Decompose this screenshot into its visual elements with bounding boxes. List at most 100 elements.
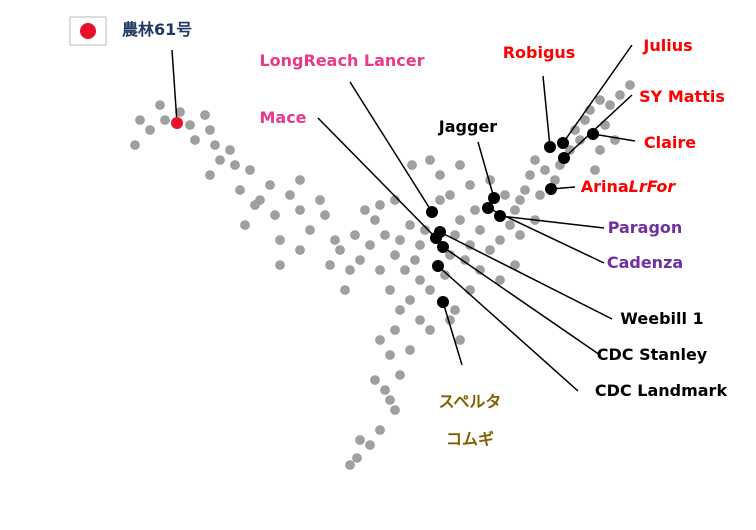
variety-point (370, 215, 380, 225)
variety-point (415, 275, 425, 285)
variety-label: LongReach Lancer (259, 51, 424, 70)
variety-label: Paragon (608, 218, 683, 237)
variety-point (405, 220, 415, 230)
variety-point (375, 265, 385, 275)
variety-point (390, 325, 400, 335)
leader-line (592, 133, 636, 142)
variety-label: Cadenza (607, 253, 683, 272)
variety-point (405, 345, 415, 355)
variety-point (352, 453, 362, 463)
variety-point (600, 120, 610, 130)
variety-point (380, 230, 390, 240)
variety-point (355, 255, 365, 265)
variety-point (250, 200, 260, 210)
variety-point (455, 335, 465, 345)
variety-label: Mace (259, 108, 306, 127)
label-text: Cadenza (607, 253, 683, 272)
variety-point (375, 200, 385, 210)
variety-point (240, 220, 250, 230)
variety-point (500, 190, 510, 200)
variety-point (530, 155, 540, 165)
variety-point (515, 230, 525, 240)
variety-point (400, 265, 410, 275)
variety-point (625, 80, 635, 90)
variety-label: ArinaLrFor (581, 177, 677, 196)
label-text: Mace (259, 108, 306, 127)
highlight-point (482, 202, 494, 214)
variety-point (495, 235, 505, 245)
variety-point (305, 225, 315, 235)
variety-label: 農林61号 (122, 20, 192, 39)
leader-line (499, 215, 605, 229)
variety-point (405, 295, 415, 305)
variety-point (360, 205, 370, 215)
label-text: CDC Stanley (597, 345, 708, 364)
leader-line (562, 44, 633, 144)
variety-point (470, 205, 480, 215)
variety-point (455, 160, 465, 170)
variety-point (385, 350, 395, 360)
leader-line (349, 81, 433, 213)
variety-point (420, 225, 430, 235)
label-text: Claire (644, 133, 696, 152)
highlight-point (434, 226, 446, 238)
variety-point (460, 255, 470, 265)
leader-line (317, 117, 437, 239)
variety-point (390, 250, 400, 260)
variety-point (565, 145, 575, 155)
variety-point (275, 260, 285, 270)
variety-point (590, 165, 600, 175)
variety-point (375, 335, 385, 345)
highlight-point (557, 137, 569, 149)
leader-line (542, 75, 551, 148)
japan-flag (69, 16, 107, 46)
variety-point (370, 375, 380, 385)
leader-line (477, 141, 495, 199)
variety-point (230, 160, 240, 170)
label-text: Arina (581, 177, 629, 196)
label-text: Jagger (438, 117, 498, 136)
variety-label: Weebill 1 (620, 309, 703, 328)
variety-point (425, 325, 435, 335)
label-text: Weebill 1 (620, 309, 703, 328)
variety-point (155, 100, 165, 110)
variety-point (210, 140, 220, 150)
variety-point (465, 285, 475, 295)
leader-line (487, 207, 605, 264)
variety-label: CDC Landmark (595, 381, 728, 400)
label-text: Robigus (503, 43, 576, 62)
variety-point (275, 235, 285, 245)
variety-point (295, 205, 305, 215)
variety-point (245, 165, 255, 175)
highlight-point (558, 152, 570, 164)
variety-label-line2: コムギ (446, 430, 494, 449)
label-text: CDC Landmark (595, 381, 728, 400)
variety-point (595, 145, 605, 155)
variety-point (345, 460, 355, 470)
variety-point (550, 175, 560, 185)
variety-point (395, 305, 405, 315)
variety-point (395, 370, 405, 380)
highlight-point (426, 206, 438, 218)
variety-point (200, 110, 210, 120)
variety-point (505, 220, 515, 230)
leader-line (437, 265, 579, 392)
variety-label: CDC Stanley (597, 345, 708, 364)
variety-point (320, 210, 330, 220)
highlight-point (545, 183, 557, 195)
variety-point (475, 225, 485, 235)
variety-point (390, 405, 400, 415)
variety-point (295, 245, 305, 255)
variety-point (385, 395, 395, 405)
variety-point (270, 210, 280, 220)
variety-point (215, 155, 225, 165)
variety-point (540, 165, 550, 175)
variety-point (265, 180, 275, 190)
label-italic: LrFor (629, 177, 677, 196)
variety-point (330, 235, 340, 245)
variety-point (365, 240, 375, 250)
variety-point (355, 435, 365, 445)
variety-point (445, 190, 455, 200)
variety-label: Claire (644, 133, 696, 152)
label-text: LongReach Lancer (259, 51, 424, 70)
